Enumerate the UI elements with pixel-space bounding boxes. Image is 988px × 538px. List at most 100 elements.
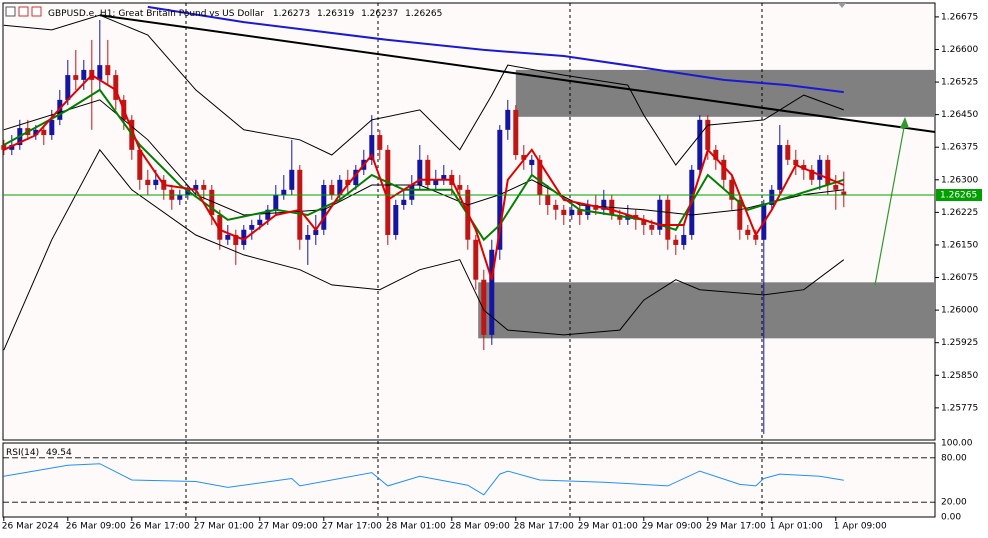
candle-body (225, 234, 231, 240)
candle-body (233, 234, 239, 245)
chart-title: GBPUSD.e, H1: Great Britain Pound vs US … (48, 9, 264, 19)
x-tick-label: 26 Mar 2024 (2, 522, 59, 532)
y-tick-label: 1.26600 (941, 45, 978, 55)
candle-body (497, 129, 503, 250)
candle-body (201, 185, 207, 190)
header-open: 1.26273 (273, 9, 310, 19)
candle-body (569, 209, 575, 215)
candle-body (97, 65, 103, 80)
candle-body (545, 194, 551, 205)
candle-body (505, 109, 511, 130)
candle-body (513, 109, 519, 156)
indicator-line (3, 73, 845, 281)
y-tick-label: 1.26675 (941, 12, 978, 22)
candle-body (553, 204, 559, 210)
candle-body (433, 179, 439, 186)
candle-body (241, 229, 247, 245)
candle-body (425, 159, 431, 186)
candle-body (721, 159, 727, 180)
candle-body (273, 194, 279, 210)
x-tick-label: 27 Mar 01:00 (194, 522, 254, 532)
candle-body (657, 199, 663, 230)
rsi-value: 49.54 (46, 448, 72, 458)
candle-body (385, 149, 391, 235)
candle-body (481, 279, 487, 335)
candle-body (489, 249, 495, 335)
x-tick-label: 28 Mar 17:00 (514, 522, 574, 532)
x-tick-label: 27 Mar 09:00 (258, 522, 318, 532)
candle-body (49, 119, 55, 136)
candle-body (537, 159, 543, 195)
candle-body (713, 149, 719, 160)
candle-body (153, 179, 159, 186)
rsi-tick-label: 20.00 (941, 498, 967, 508)
x-tick-label: 26 Mar 09:00 (66, 522, 126, 532)
candle-body (833, 185, 839, 190)
candle-body (737, 199, 743, 230)
candle-body (529, 159, 535, 166)
rsi-tick-label: 100.00 (941, 439, 973, 449)
candle-body (785, 145, 791, 160)
header-close: 1.26265 (405, 9, 442, 19)
y-tick-label: 1.26300 (941, 175, 978, 185)
x-tick-label: 27 Mar 17:00 (322, 522, 382, 532)
candle-body (641, 219, 647, 225)
drawn-arrow-head (900, 117, 909, 128)
candle-body (793, 159, 799, 166)
rsi-tick-label: 80.00 (941, 453, 967, 463)
x-tick-label: 29 Mar 17:00 (706, 522, 766, 532)
x-tick-label: 26 Mar 17:00 (130, 522, 190, 532)
zone (478, 282, 935, 339)
candle-body (777, 145, 783, 190)
x-tick-label: 29 Mar 01:00 (578, 522, 638, 532)
y-tick-label: 1.25925 (941, 338, 978, 348)
candle-body (81, 69, 87, 80)
candle-body (257, 219, 263, 225)
candle-body (745, 229, 751, 235)
drawn-arrow (874, 121, 906, 286)
candle-body (297, 169, 303, 240)
x-tick-label: 28 Mar 01:00 (386, 522, 446, 532)
candle-body (33, 129, 39, 136)
candle-body (393, 204, 399, 235)
icon (18, 6, 29, 17)
candle-body (369, 135, 375, 160)
indicator-line (99, 14, 936, 133)
candle-body (817, 159, 823, 180)
zone (515, 69, 935, 117)
candle-body (337, 179, 343, 195)
x-tick-label: 1 Apr 01:00 (770, 522, 823, 532)
candle-body (577, 209, 583, 215)
candle-body (353, 169, 359, 186)
indicator-line (3, 14, 844, 166)
candle-body (185, 189, 191, 195)
candle-body (457, 185, 463, 190)
x-tick-label: 29 Mar 09:00 (642, 522, 702, 532)
candle-body (249, 224, 255, 230)
icon (5, 6, 16, 17)
last-price-box (936, 189, 982, 202)
candle-body (729, 179, 735, 200)
rsi-line (3, 463, 844, 496)
y-tick-label: 1.26375 (941, 143, 978, 153)
candle-body (217, 214, 223, 240)
candle-body (673, 239, 679, 245)
candle-body (473, 239, 479, 280)
candle-body (769, 189, 775, 205)
candle-body (409, 185, 415, 200)
candle-body (417, 159, 423, 186)
y-tick-label: 1.26450 (941, 110, 978, 120)
indicator-line (147, 5, 844, 94)
candle-body (521, 155, 527, 160)
candle-body (681, 234, 687, 245)
candle-body (113, 75, 119, 100)
candle-body (561, 209, 567, 215)
candle-body (401, 199, 407, 205)
candle-body (617, 214, 623, 220)
candle-body (177, 194, 183, 200)
candle-body (265, 209, 271, 220)
indicator-line (3, 148, 845, 351)
shift-marker (838, 3, 846, 8)
candle-body (1, 145, 7, 150)
